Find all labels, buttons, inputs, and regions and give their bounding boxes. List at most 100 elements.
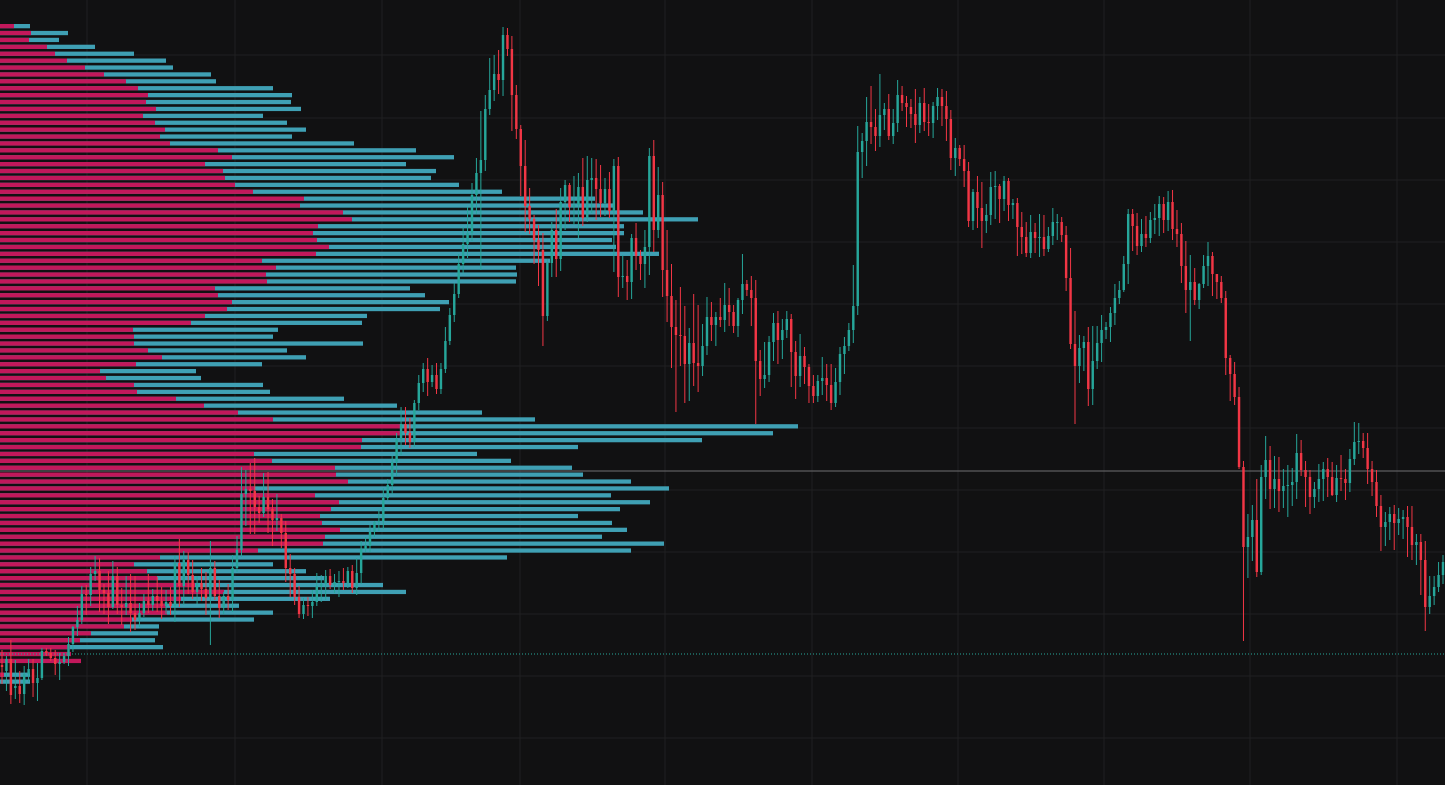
- volume-profile-sell-bar: [0, 500, 339, 505]
- down-candle: [1339, 455, 1343, 491]
- candle-body: [896, 95, 899, 123]
- up-candle: [240, 467, 243, 557]
- up-candle: [58, 653, 61, 680]
- candle-body: [506, 35, 509, 49]
- up-candle: [1113, 284, 1117, 325]
- candle-body: [22, 674, 26, 694]
- up-candle: [785, 311, 789, 338]
- up-candle: [1291, 468, 1294, 506]
- up-candle: [22, 666, 26, 705]
- down-candle: [665, 230, 669, 322]
- up-candle: [1104, 322, 1108, 339]
- volume-profile-sell-bar: [0, 231, 313, 236]
- down-candle: [1393, 505, 1396, 550]
- down-candle: [1224, 291, 1227, 375]
- volume-profile-sell-bar: [0, 155, 232, 160]
- candle-body: [45, 651, 48, 653]
- candle-body: [967, 171, 970, 221]
- up-candle: [1282, 469, 1285, 508]
- candle-body: [1242, 467, 1245, 547]
- candle-body: [608, 189, 611, 211]
- volume-profile-sell-bar: [0, 389, 137, 394]
- candle-body: [1122, 264, 1125, 290]
- candle-body: [1051, 222, 1055, 236]
- candle-body: [249, 489, 252, 491]
- candle-body: [453, 294, 456, 315]
- candle-body: [648, 156, 651, 247]
- volume-profile-sell-bar: [0, 520, 322, 526]
- candle-body: [49, 653, 52, 658]
- candle-body: [940, 97, 944, 106]
- candle-body: [275, 518, 279, 520]
- down-candle: [1330, 462, 1334, 496]
- candle-body: [328, 576, 332, 585]
- up-candle: [364, 537, 367, 552]
- up-candle: [1259, 465, 1263, 575]
- candle-body: [1042, 237, 1046, 249]
- candle-body: [550, 230, 554, 263]
- up-candle: [151, 589, 154, 611]
- up-candle: [1158, 196, 1161, 236]
- down-candle: [807, 364, 811, 403]
- up-candle: [1091, 326, 1094, 405]
- candle-body: [9, 659, 13, 695]
- candle-body: [745, 284, 749, 290]
- volume-profile-sell-bar: [0, 217, 352, 222]
- volume-profile-sell-bar: [0, 582, 195, 588]
- up-candle: [1029, 215, 1032, 258]
- candle-body: [976, 192, 979, 208]
- volume-profile-sell-bar: [0, 79, 126, 84]
- down-candle: [532, 215, 536, 264]
- down-candle: [914, 89, 917, 143]
- up-candle: [643, 230, 647, 288]
- down-candle: [1171, 190, 1174, 240]
- candle-body: [1069, 278, 1072, 344]
- candle-body: [386, 485, 389, 498]
- candle-body: [621, 276, 624, 277]
- down-candle: [945, 91, 948, 141]
- candle-body: [838, 354, 842, 382]
- up-candle: [89, 567, 92, 606]
- candle-body: [1308, 477, 1312, 497]
- candle-body: [555, 230, 558, 259]
- down-candle: [288, 554, 292, 597]
- up-candle: [76, 606, 79, 636]
- down-candle: [297, 586, 301, 618]
- candle-body: [794, 352, 797, 376]
- candle-body: [710, 317, 713, 325]
- candle-body: [266, 497, 270, 509]
- up-candle: [1313, 482, 1316, 508]
- volume-profile-sell-bar: [0, 134, 160, 139]
- candle-body: [914, 114, 917, 125]
- up-candle: [62, 653, 66, 664]
- candle-body: [98, 571, 101, 590]
- up-candle: [324, 570, 327, 600]
- down-candle: [594, 159, 598, 220]
- candle-body: [719, 317, 722, 320]
- candle-body: [1286, 485, 1290, 486]
- candle-body: [1344, 479, 1347, 483]
- candle-body: [590, 178, 593, 180]
- candle-body: [93, 571, 97, 574]
- down-candle: [750, 276, 753, 326]
- down-candle: [940, 89, 944, 126]
- volume-profile-sell-bar: [0, 120, 155, 125]
- volume-profile-buy-bar: [0, 72, 211, 77]
- up-candle: [936, 88, 939, 120]
- up-candle: [896, 80, 899, 132]
- up-candle: [546, 259, 549, 321]
- volume-profile-sell-bar: [0, 258, 262, 263]
- candle-body: [825, 378, 828, 385]
- volume-profile-sell-bar: [0, 507, 331, 512]
- candle-body: [927, 122, 930, 123]
- up-candle: [736, 298, 740, 337]
- candle-body: [674, 327, 678, 335]
- down-candle: [1162, 197, 1165, 233]
- volume-profile-sell-bar: [0, 37, 29, 43]
- volume-profile-sell-bar: [0, 148, 218, 153]
- volume-profile-sell-bar: [0, 631, 91, 636]
- volume-profile-sell-bar: [0, 527, 340, 532]
- up-candle: [993, 171, 997, 219]
